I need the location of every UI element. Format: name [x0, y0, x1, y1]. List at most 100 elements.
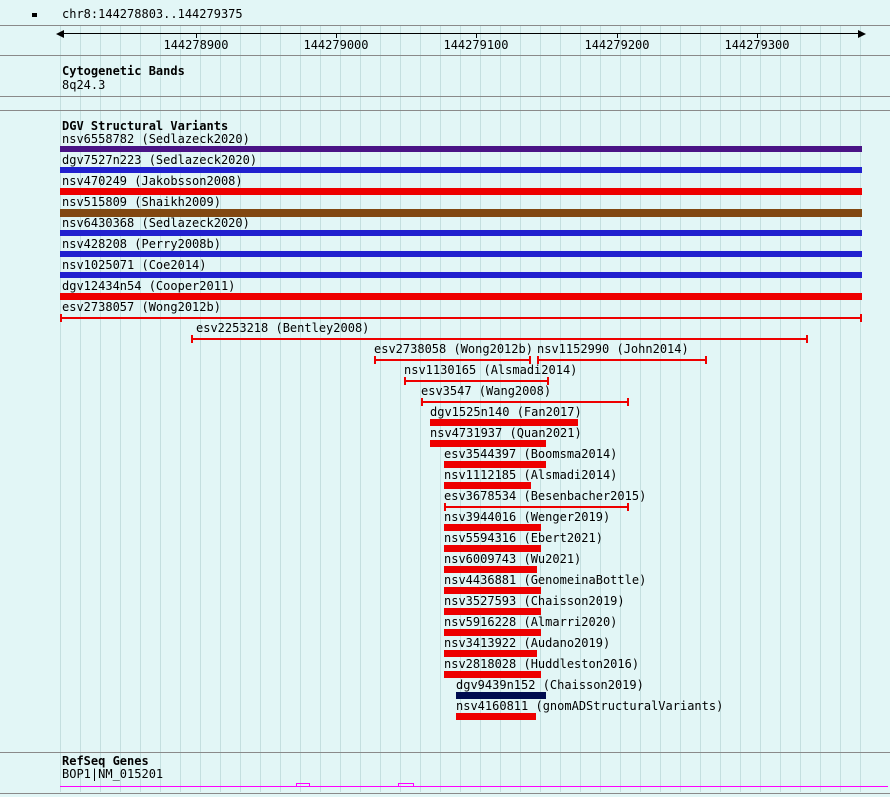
left-arrow-icon: [56, 30, 64, 38]
line-end-tick: [627, 398, 629, 406]
ruler-axis-line: [64, 33, 858, 34]
variant-label[interactable]: esv2738057 (Wong2012b): [62, 300, 221, 314]
variant-label[interactable]: dgv9439n152 (Chaisson2019): [456, 678, 644, 692]
variant-line[interactable]: [374, 356, 531, 364]
variant-track-nsv428208: nsv428208 (Perry2008b): [0, 238, 890, 259]
variant-label[interactable]: nsv515809 (Shaikh2009): [62, 195, 221, 209]
variant-track-nsv2818028: nsv2818028 (Huddleston2016): [0, 658, 890, 679]
section-title-cytobands: Cytogenetic Bands: [62, 64, 185, 78]
variant-label[interactable]: nsv470249 (Jakobsson2008): [62, 174, 243, 188]
separator-line: [0, 752, 890, 753]
variant-label[interactable]: nsv1112185 (Alsmadi2014): [444, 468, 618, 482]
variant-bar[interactable]: [60, 230, 862, 236]
variant-label[interactable]: esv2253218 (Bentley2008): [196, 321, 370, 335]
ruler-tick-label: 144278900: [163, 38, 229, 52]
variant-label[interactable]: nsv5916228 (Almarri2020): [444, 615, 618, 629]
variant-line[interactable]: [191, 335, 808, 343]
variant-bar[interactable]: [444, 545, 541, 552]
variant-bar[interactable]: [430, 419, 578, 426]
variant-track-nsv5594316: nsv5594316 (Ebert2021): [0, 532, 890, 553]
variant-label[interactable]: dgv7527n223 (Sedlazeck2020): [62, 153, 258, 167]
ruler-tick: [336, 34, 337, 38]
variant-bar[interactable]: [444, 587, 541, 594]
variant-bar[interactable]: [456, 692, 546, 699]
variant-line[interactable]: [537, 356, 707, 364]
separator-line: [0, 25, 890, 26]
gene-model-line[interactable]: [60, 786, 888, 787]
variant-track-nsv3527593: nsv3527593 (Chaisson2019): [0, 595, 890, 616]
variant-track-nsv1130165: nsv1130165 (Alsmadi2014): [0, 364, 890, 385]
variant-bar[interactable]: [444, 461, 546, 468]
variant-line[interactable]: [444, 503, 629, 511]
line-end-tick: [860, 314, 862, 322]
variant-track-nsv1112185: nsv1112185 (Alsmadi2014): [0, 469, 890, 490]
variant-bar[interactable]: [444, 671, 541, 678]
variant-label[interactable]: esv3678534 (Besenbacher2015): [444, 489, 647, 503]
variant-bar[interactable]: [444, 566, 537, 573]
variant-track-esv2738058: esv2738058 (Wong2012b): [0, 343, 890, 364]
variant-bar[interactable]: [444, 524, 541, 531]
variant-label[interactable]: dgv1525n140 (Fan2017): [430, 405, 582, 419]
variant-bar[interactable]: [60, 272, 862, 278]
variant-label[interactable]: nsv428208 (Perry2008b): [62, 237, 221, 251]
variant-track-nsv1025071: nsv1025071 (Coe2014): [0, 259, 890, 280]
variant-bar[interactable]: [60, 188, 862, 195]
separator-line: [0, 793, 890, 794]
variant-bar[interactable]: [60, 167, 862, 173]
ruler-tick-label: 144279200: [584, 38, 650, 52]
cytoband-label[interactable]: 8q24.3: [62, 78, 106, 92]
variant-label[interactable]: nsv4731937 (Quan2021): [430, 426, 582, 440]
variant-label[interactable]: nsv5594316 (Ebert2021): [444, 531, 603, 545]
variant-label[interactable]: esv3544397 (Boomsma2014): [444, 447, 618, 461]
variant-track-nsv1152990: nsv1152990 (John2014): [0, 343, 890, 364]
variant-label[interactable]: esv2738058 (Wong2012b): [374, 342, 533, 356]
variant-bar[interactable]: [444, 608, 541, 615]
variant-label[interactable]: dgv12434n54 (Cooper2011): [62, 279, 236, 293]
variant-track-nsv6558782: nsv6558782 (Sedlazeck2020): [0, 133, 890, 154]
variant-label[interactable]: nsv6009743 (Wu2021): [444, 552, 582, 566]
variant-bar[interactable]: [60, 293, 862, 300]
variant-label[interactable]: nsv1025071 (Coe2014): [62, 258, 207, 272]
variant-track-esv3547: esv3547 (Wang2008): [0, 385, 890, 406]
variant-label[interactable]: nsv3413922 (Audano2019): [444, 636, 611, 650]
variant-bar[interactable]: [60, 146, 862, 152]
variant-label[interactable]: nsv6558782 (Sedlazeck2020): [62, 132, 250, 146]
ruler-tick: [617, 34, 618, 38]
variant-track-nsv515809: nsv515809 (Shaikh2009): [0, 196, 890, 217]
variant-track-esv3678534: esv3678534 (Besenbacher2015): [0, 490, 890, 511]
variant-track-dgv12434n54: dgv12434n54 (Cooper2011): [0, 280, 890, 301]
variant-line[interactable]: [404, 377, 549, 385]
line-end-tick: [529, 356, 531, 364]
variant-label[interactable]: nsv4160811 (gnomADStructuralVariants): [456, 699, 724, 713]
variant-line[interactable]: [60, 314, 862, 322]
line-end-tick: [705, 356, 707, 364]
variant-bar[interactable]: [430, 440, 546, 447]
variant-label[interactable]: nsv6430368 (Sedlazeck2020): [62, 216, 250, 230]
variant-label[interactable]: nsv4436881 (GenomeinaBottle): [444, 573, 647, 587]
variant-track-nsv3413922: nsv3413922 (Audano2019): [0, 637, 890, 658]
variant-bar[interactable]: [444, 629, 541, 636]
line-end-tick: [806, 335, 808, 343]
variant-label[interactable]: nsv3944016 (Wenger2019): [444, 510, 611, 524]
section-title-refseq: RefSeq Genes: [62, 754, 149, 768]
variant-bar[interactable]: [444, 482, 531, 489]
variant-label[interactable]: esv3547 (Wang2008): [421, 384, 552, 398]
variant-bar[interactable]: [444, 650, 537, 657]
variant-label[interactable]: nsv1130165 (Alsmadi2014): [404, 363, 578, 377]
line-end-tick: [627, 503, 629, 511]
variant-bar[interactable]: [60, 251, 862, 257]
variant-bar[interactable]: [60, 209, 862, 217]
gene-label[interactable]: BOP1|NM_015201: [62, 767, 164, 781]
line-span: [444, 506, 629, 508]
variant-line[interactable]: [421, 398, 629, 406]
variant-label[interactable]: nsv3527593 (Chaisson2019): [444, 594, 625, 608]
variant-label[interactable]: nsv1152990 (John2014): [537, 342, 689, 356]
variant-track-nsv6009743: nsv6009743 (Wu2021): [0, 553, 890, 574]
variant-track-dgv9439n152: dgv9439n152 (Chaisson2019): [0, 679, 890, 700]
variant-track-nsv4436881: nsv4436881 (GenomeinaBottle): [0, 574, 890, 595]
line-span: [404, 380, 549, 382]
variant-label[interactable]: nsv2818028 (Huddleston2016): [444, 657, 640, 671]
variant-bar[interactable]: [456, 713, 536, 720]
line-span: [60, 317, 862, 319]
